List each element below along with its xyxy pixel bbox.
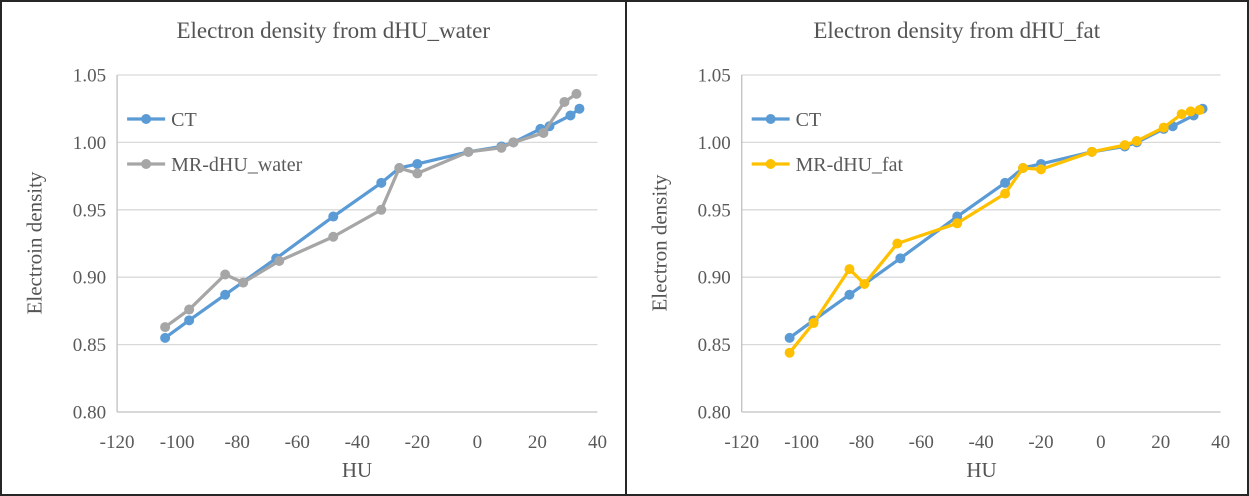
data-point-marker (184, 304, 195, 315)
legend-item: MR-dHU_water (127, 154, 303, 176)
data-point-marker (1131, 136, 1142, 147)
y-tick-label: 0.90 (697, 268, 730, 289)
data-point-marker (160, 322, 171, 333)
x-tick-label: 40 (1211, 432, 1230, 453)
legend-label: MR-dHU_water (171, 154, 302, 176)
data-point-marker (565, 110, 576, 121)
plot-area: 1.05 1.00 0.95 0.90 0.85 0.80 -120 -100 -80 -60 -4… (73, 66, 607, 453)
x-tick-label: -60 (285, 432, 310, 453)
data-point-marker (220, 269, 231, 280)
legend-item: CT (127, 109, 197, 131)
data-point-marker (1176, 109, 1187, 120)
data-point-marker (574, 103, 585, 114)
data-point-marker (376, 204, 387, 215)
data-point-marker (571, 88, 582, 99)
legend-label: CT (171, 109, 197, 131)
data-point-marker (891, 238, 902, 249)
y-tick-label: 0.80 (73, 403, 106, 424)
data-point-marker (784, 347, 795, 358)
data-point-marker (1158, 122, 1169, 133)
data-point-marker (858, 278, 869, 289)
data-point-marker (238, 277, 249, 288)
chart-panel-dhu-fat: Electron density from dHU_fat Electron d… (624, 2, 1247, 494)
data-point-marker (999, 177, 1010, 188)
data-point-marker (160, 332, 171, 343)
x-tick-label: 0 (1096, 432, 1105, 453)
x-tick-label: -100 (160, 432, 195, 453)
data-point-marker (1086, 146, 1097, 157)
data-point-marker (843, 289, 854, 300)
data-point-marker (1185, 106, 1196, 117)
data-point-marker (1035, 164, 1046, 175)
data-point-marker (951, 218, 962, 229)
data-point-marker (1119, 140, 1130, 151)
x-tick-label: -100 (784, 432, 819, 453)
chart-panel-dhu-water: Electron density from dHU_water Electroi… (2, 2, 625, 494)
data-point-marker (559, 96, 570, 107)
y-tick-label: 1.00 (697, 133, 730, 154)
data-point-marker (328, 231, 339, 242)
y-tick-label: 0.80 (697, 402, 730, 423)
data-point-marker (394, 163, 405, 174)
data-point-marker (784, 332, 795, 343)
data-point-marker (412, 158, 423, 169)
legend-item: MR-dHU_fat (751, 154, 903, 176)
data-point-marker (412, 168, 423, 179)
data-point-marker (463, 146, 474, 157)
x-tick-label: -40 (968, 432, 993, 453)
data-point-marker (808, 318, 819, 329)
x-tick-label: -20 (405, 432, 430, 453)
x-tick-label: 20 (528, 432, 547, 453)
x-tick-label: -20 (1028, 432, 1053, 453)
data-point-marker (843, 264, 854, 275)
legend-label: CT (795, 109, 821, 131)
x-axis-title: HU (966, 458, 997, 482)
legend-item: CT (751, 109, 821, 131)
chart-title: Electron density from dHU_water (176, 18, 491, 43)
data-point-marker (1017, 163, 1028, 174)
legend-marker (141, 159, 152, 169)
legend-marker (765, 159, 776, 169)
data-point-marker (1194, 105, 1205, 116)
chart-title: Electron density from dHU_fat (813, 18, 1101, 43)
data-point-marker (376, 177, 387, 188)
data-point-marker (496, 142, 507, 153)
y-tick-label: 1.05 (73, 66, 106, 87)
y-tick-label: 1.05 (697, 65, 730, 86)
x-tick-label: 40 (588, 432, 607, 453)
y-tick-label: 0.85 (697, 335, 730, 356)
x-tick-label: -120 (100, 432, 135, 453)
x-tick-label: -60 (908, 432, 933, 453)
x-tick-label: 20 (1151, 432, 1170, 453)
y-tick-label: 1.00 (73, 133, 106, 154)
x-axis-title: HU (341, 458, 373, 482)
data-point-marker (184, 315, 195, 326)
y-tick-label: 0.90 (73, 268, 106, 289)
y-tick-label: 0.95 (697, 200, 730, 221)
data-point-marker (894, 253, 905, 264)
x-tick-label: 0 (473, 432, 483, 453)
data-point-marker (999, 188, 1010, 199)
data-point-marker (220, 289, 231, 300)
data-point-marker (538, 127, 549, 138)
legend-marker (141, 114, 152, 124)
data-point-marker (274, 256, 285, 267)
y-tick-label: 0.85 (73, 335, 106, 356)
x-tick-label: -80 (848, 432, 873, 453)
legend-marker (765, 114, 776, 124)
y-tick-label: 0.95 (73, 200, 106, 221)
x-tick-label: -120 (724, 432, 759, 453)
x-tick-label: -80 (225, 432, 250, 453)
series-line-mr-dhu-fat (787, 108, 1201, 355)
data-point-marker (508, 137, 519, 148)
plot-area: 1.05 1.00 0.95 0.90 0.85 0.80 -120 -100 -80 -60 -4… (697, 65, 1230, 453)
data-point-marker (328, 211, 339, 222)
x-tick-label: -40 (345, 432, 370, 453)
legend-label: MR-dHU_fat (795, 154, 903, 176)
